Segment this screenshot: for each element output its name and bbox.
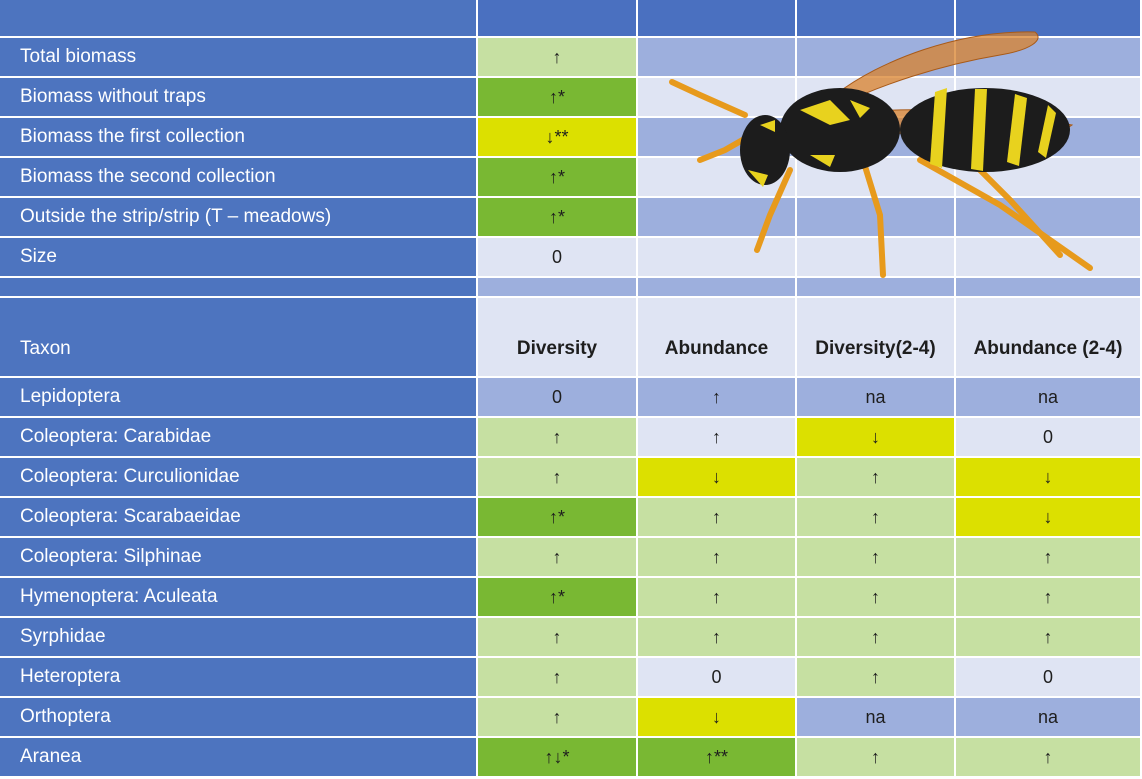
value-cell: ↑* [478, 158, 636, 196]
value-cell: ↑ [638, 578, 795, 616]
header-cell [638, 0, 795, 36]
column-header: Abundance [638, 298, 795, 376]
empty-cell [797, 78, 954, 116]
value-cell: 0 [478, 378, 636, 416]
value-cell: ↓** [478, 118, 636, 156]
row-label: Taxon [0, 298, 476, 376]
row-label: Syrphidae [0, 618, 476, 656]
value-cell: ↑ [797, 738, 954, 776]
empty-cell [797, 158, 954, 196]
value-cell: ↑ [797, 618, 954, 656]
row-label: Coleoptera: Silphinae [0, 538, 476, 576]
value-cell: ↑ [478, 538, 636, 576]
empty-cell [956, 118, 1140, 156]
spacer-cell [478, 278, 636, 296]
value-cell: ↓ [797, 418, 954, 456]
value-cell: 0 [956, 418, 1140, 456]
value-cell: ↑ [638, 418, 795, 456]
value-cell: na [956, 378, 1140, 416]
spacer-cell [797, 278, 954, 296]
value-cell: ↑ [478, 418, 636, 456]
value-cell: ↑ [478, 658, 636, 696]
empty-cell [797, 198, 954, 236]
empty-cell [956, 198, 1140, 236]
value-cell: ↑* [478, 498, 636, 536]
row-label: Total biomass [0, 38, 476, 76]
value-cell: ↑ [956, 738, 1140, 776]
column-header: Diversity [478, 298, 636, 376]
column-header: Abundance (2-4) [956, 298, 1140, 376]
value-cell: ↑ [478, 458, 636, 496]
value-cell: ↑ [797, 658, 954, 696]
row-label: Size [0, 238, 476, 276]
row-label: Coleoptera: Curculionidae [0, 458, 476, 496]
row-label: Coleoptera: Scarabaeidae [0, 498, 476, 536]
empty-cell [956, 158, 1140, 196]
value-cell: ↑ [638, 498, 795, 536]
value-cell: ↑ [797, 458, 954, 496]
empty-cell [638, 38, 795, 76]
value-cell: ↑↓* [478, 738, 636, 776]
empty-cell [797, 38, 954, 76]
spacer-cell [956, 278, 1140, 296]
header-cell [478, 0, 636, 36]
value-cell: 0 [638, 658, 795, 696]
value-cell: ↓ [956, 458, 1140, 496]
value-cell: ↑ [638, 618, 795, 656]
spacer-cell [0, 278, 476, 296]
value-cell: na [797, 698, 954, 736]
row-label: Coleoptera: Carabidae [0, 418, 476, 456]
empty-cell [638, 158, 795, 196]
row-label: Biomass the second collection [0, 158, 476, 196]
empty-cell [638, 198, 795, 236]
value-cell: ↑ [638, 378, 795, 416]
header-cell [956, 0, 1140, 36]
value-cell: ↑* [478, 198, 636, 236]
value-cell: 0 [956, 658, 1140, 696]
empty-cell [956, 38, 1140, 76]
row-label: Hymenoptera: Aculeata [0, 578, 476, 616]
value-cell: ↑ [478, 38, 636, 76]
value-cell: na [956, 698, 1140, 736]
header-cell [0, 0, 476, 36]
value-cell: ↑** [638, 738, 795, 776]
value-cell: na [797, 378, 954, 416]
empty-cell [956, 238, 1140, 276]
row-label: Biomass without traps [0, 78, 476, 116]
value-cell: ↑ [797, 498, 954, 536]
header-cell [797, 0, 954, 36]
value-cell: ↑ [638, 538, 795, 576]
value-cell: 0 [478, 238, 636, 276]
empty-cell [797, 118, 954, 156]
row-label: Lepidoptera [0, 378, 476, 416]
value-cell: ↑ [478, 618, 636, 656]
row-label: Biomass the first collection [0, 118, 476, 156]
value-cell: ↓ [638, 698, 795, 736]
column-header: Diversity(2-4) [797, 298, 954, 376]
value-cell: ↑ [478, 698, 636, 736]
row-label: Outside the strip/strip (T – meadows) [0, 198, 476, 236]
value-cell: ↑* [478, 578, 636, 616]
empty-cell [638, 238, 795, 276]
row-label: Aranea [0, 738, 476, 776]
row-label: Orthoptera [0, 698, 476, 736]
empty-cell [956, 78, 1140, 116]
value-cell: ↑ [956, 538, 1140, 576]
empty-cell [638, 118, 795, 156]
value-cell: ↑ [797, 578, 954, 616]
spacer-cell [638, 278, 795, 296]
value-cell: ↑* [478, 78, 636, 116]
value-cell: ↓ [638, 458, 795, 496]
empty-cell [797, 238, 954, 276]
value-cell: ↓ [956, 498, 1140, 536]
row-label: Heteroptera [0, 658, 476, 696]
value-cell: ↑ [956, 578, 1140, 616]
value-cell: ↑ [956, 618, 1140, 656]
empty-cell [638, 78, 795, 116]
value-cell: ↑ [797, 538, 954, 576]
